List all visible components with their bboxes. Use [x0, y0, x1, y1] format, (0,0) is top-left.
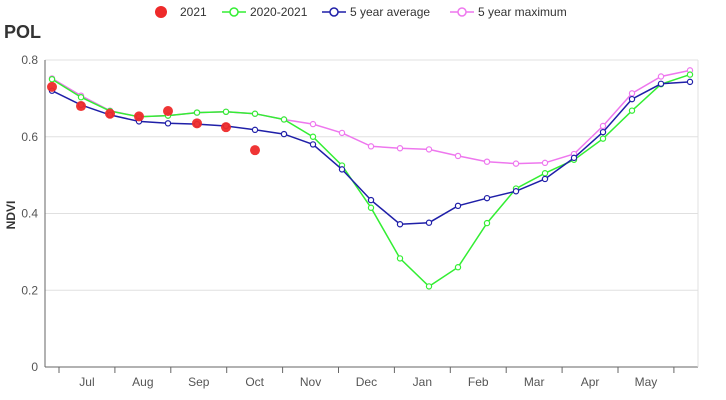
legend-label: 5 year maximum [478, 5, 567, 19]
data-point [686, 78, 694, 86]
data-point [541, 170, 549, 177]
legend-marker [329, 7, 339, 17]
chart-title: POL [4, 22, 41, 42]
data-point [309, 120, 317, 128]
legend-marker [155, 6, 167, 18]
data-point [483, 194, 491, 202]
data-point [396, 255, 404, 262]
data-point [483, 158, 491, 165]
data-point [396, 221, 404, 228]
x-tick-label: Feb [468, 375, 489, 389]
x-tick-label: Dec [356, 375, 377, 389]
legend-marker [229, 7, 239, 17]
x-tick-label: May [635, 375, 658, 389]
y-tick-label: 0.4 [21, 207, 38, 221]
data-point [628, 107, 636, 114]
data-point [280, 130, 288, 138]
y-tick-label: 0.2 [21, 283, 38, 297]
data-point [338, 129, 346, 137]
x-tick-label: Oct [245, 375, 264, 389]
data-point [193, 109, 201, 116]
data-point-2021 [221, 122, 231, 133]
data-point [657, 73, 665, 80]
x-tick-label: Nov [300, 375, 321, 389]
legend-label: 2021 [180, 5, 207, 19]
data-point [425, 283, 433, 290]
x-tick-label: Jan [413, 375, 432, 389]
data-point [367, 143, 375, 150]
data-point [425, 146, 433, 153]
x-tick-label: Aug [132, 375, 153, 389]
y-tick-label: 0.6 [21, 130, 38, 144]
data-point [541, 175, 549, 183]
data-point [251, 126, 259, 134]
legend-item[interactable]: 5 year maximum [450, 5, 567, 19]
data-point [164, 120, 172, 127]
data-point [338, 166, 346, 173]
data-point [48, 75, 56, 83]
data-point-2021 [105, 108, 115, 119]
legend-item[interactable]: 5 year average [322, 5, 430, 19]
data-point-2021 [192, 118, 202, 129]
data-point [280, 116, 288, 123]
data-point [367, 204, 375, 211]
series-layer [47, 67, 694, 290]
data-point [628, 90, 636, 97]
grid-lines [45, 59, 699, 368]
data-point [686, 71, 694, 78]
y-tick-label: 0.8 [21, 53, 38, 67]
data-point [454, 202, 462, 210]
x-tick-label: Mar [524, 375, 545, 389]
data-point-2021 [163, 106, 173, 117]
data-point [222, 108, 230, 116]
data-point [599, 122, 607, 130]
data-point [483, 219, 491, 227]
series-line-2020-2021 [51, 73, 691, 288]
data-point [425, 219, 433, 226]
data-point [599, 135, 607, 142]
legend-label: 2020-2021 [250, 5, 308, 19]
data-point [599, 128, 607, 136]
data-point [657, 80, 665, 87]
legend-marker [457, 7, 467, 17]
legend-label: 5 year average [350, 5, 430, 19]
y-tick-label: 0 [31, 360, 38, 374]
data-point-2021 [134, 111, 144, 122]
data-point [309, 141, 317, 148]
data-point [512, 160, 520, 167]
data-point [541, 159, 549, 167]
legend-item[interactable]: 2020-2021 [222, 5, 308, 19]
chart-legend[interactable]: 2021 2020-2021 5 year average 5 year maximu… [155, 5, 567, 19]
data-point [309, 133, 317, 140]
axes: 0 0.2 0.4 0.6 0.8 Jul Aug Sep Oct Nov Dec Jan Feb Mar… [21, 53, 675, 389]
data-point-2021 [47, 81, 57, 92]
legend-item[interactable]: 2021 [155, 5, 207, 19]
data-point [367, 196, 375, 204]
x-tick-label: Apr [581, 375, 600, 389]
data-point [251, 110, 259, 117]
data-point-2021 [76, 101, 86, 112]
data-point [512, 188, 520, 195]
data-point [628, 95, 636, 103]
x-tick-label: Jul [79, 375, 94, 389]
data-point [454, 264, 462, 271]
data-point [570, 154, 578, 162]
data-point-2021 [250, 145, 260, 156]
data-point [77, 94, 85, 101]
data-point [396, 145, 404, 152]
x-tick-label: Sep [188, 375, 210, 389]
y-axis-label: NDVI [4, 201, 18, 230]
data-point [454, 152, 462, 160]
